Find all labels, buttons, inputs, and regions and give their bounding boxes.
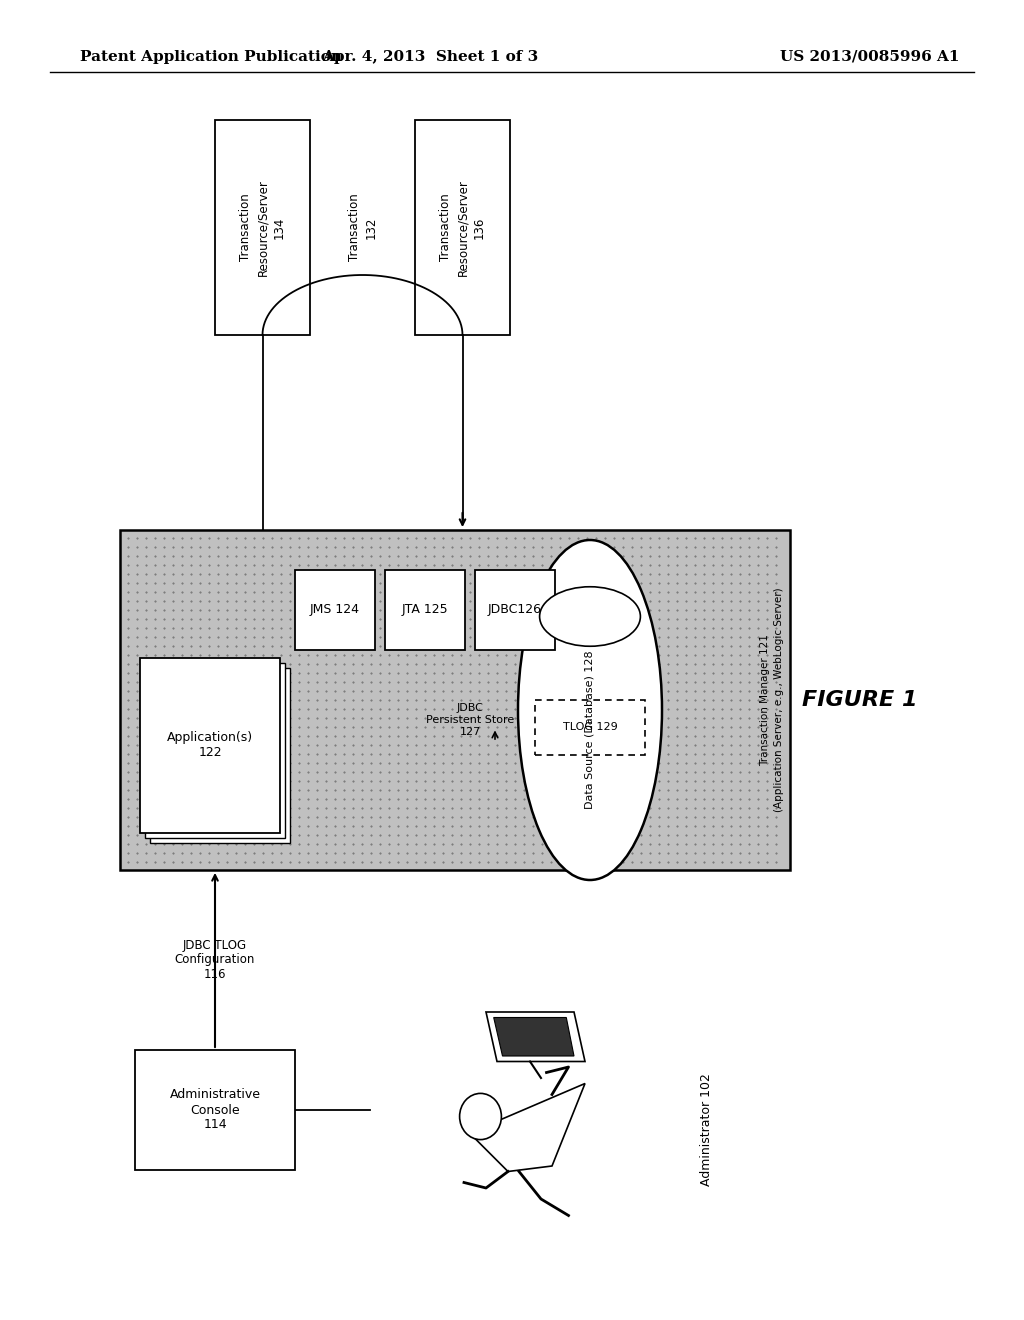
FancyBboxPatch shape (415, 120, 510, 335)
Text: Transaction
Resource/Server
136: Transaction Resource/Server 136 (439, 180, 486, 276)
Ellipse shape (518, 540, 662, 880)
Text: JDBC
Persistent Store
127: JDBC Persistent Store 127 (426, 704, 514, 737)
Ellipse shape (460, 1093, 502, 1139)
Text: Administrative
Console
114: Administrative Console 114 (170, 1089, 260, 1131)
Text: JTA 125: JTA 125 (401, 603, 449, 616)
Ellipse shape (540, 587, 640, 647)
FancyBboxPatch shape (535, 700, 645, 755)
Text: Application(s)
122: Application(s) 122 (167, 731, 253, 759)
FancyBboxPatch shape (295, 570, 375, 649)
Text: US 2013/0085996 A1: US 2013/0085996 A1 (780, 50, 961, 63)
Text: JDBC126: JDBC126 (488, 603, 542, 616)
Polygon shape (469, 1084, 585, 1172)
Text: Administrator 102: Administrator 102 (700, 1073, 713, 1187)
Text: Transaction Manager 121
(Application Server, e.g., WebLogic Server): Transaction Manager 121 (Application Ser… (761, 587, 783, 812)
Text: FIGURE 1: FIGURE 1 (802, 690, 918, 710)
FancyBboxPatch shape (385, 570, 465, 649)
Text: Transaction
132: Transaction 132 (347, 194, 378, 261)
FancyBboxPatch shape (135, 1049, 295, 1170)
Text: Patent Application Publication: Patent Application Publication (80, 50, 342, 63)
Text: JDBC TLOG
Configuration
116: JDBC TLOG Configuration 116 (175, 939, 255, 982)
Text: TLOG 129: TLOG 129 (562, 722, 617, 733)
FancyBboxPatch shape (475, 570, 555, 649)
FancyBboxPatch shape (145, 663, 285, 838)
Text: Data Source (Database) 128: Data Source (Database) 128 (585, 651, 595, 809)
FancyBboxPatch shape (215, 120, 310, 335)
FancyBboxPatch shape (140, 657, 280, 833)
FancyBboxPatch shape (120, 531, 790, 870)
FancyBboxPatch shape (150, 668, 290, 843)
Text: JMS 124: JMS 124 (310, 603, 360, 616)
Polygon shape (486, 1012, 585, 1061)
Text: Transaction
Resource/Server
134: Transaction Resource/Server 134 (239, 180, 286, 276)
Text: Apr. 4, 2013  Sheet 1 of 3: Apr. 4, 2013 Sheet 1 of 3 (322, 50, 539, 63)
Polygon shape (494, 1018, 574, 1056)
